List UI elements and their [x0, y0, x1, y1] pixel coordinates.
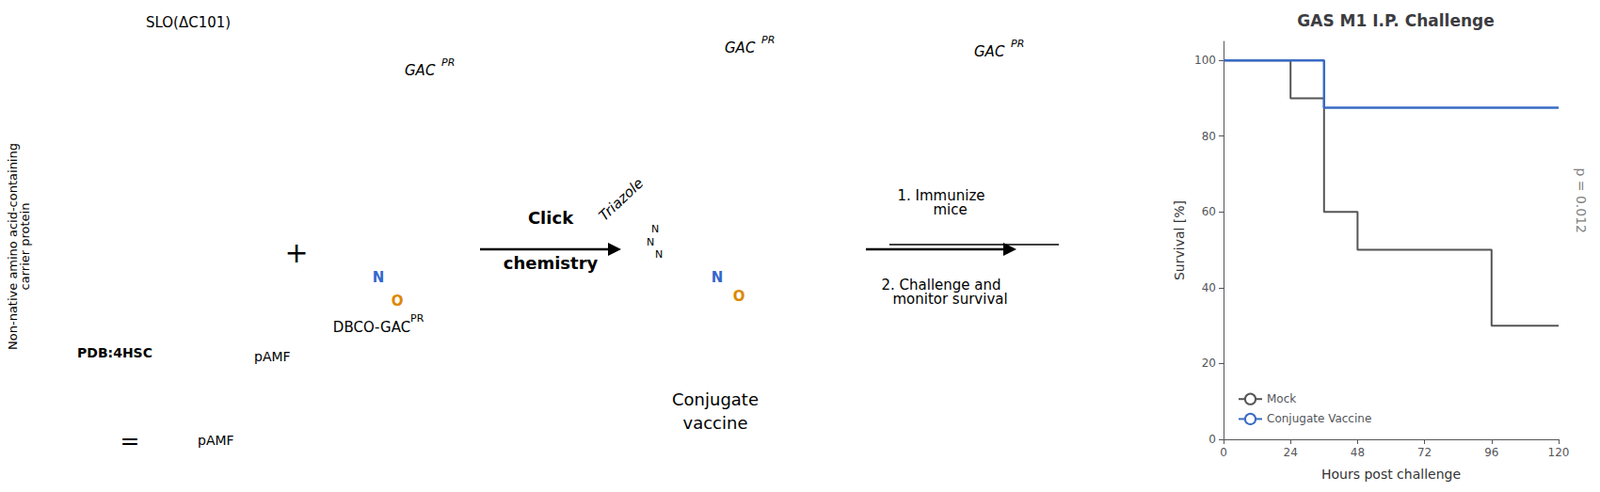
svg-text:pAMF: pAMF	[254, 349, 291, 365]
svg-text:PDB:4HSC: PDB:4HSC	[77, 345, 153, 361]
svg-text:60: 60	[1201, 205, 1216, 219]
svg-text:carrier protein: carrier protein	[17, 203, 32, 291]
svg-text:O: O	[733, 288, 746, 305]
svg-text:O: O	[391, 292, 404, 310]
svg-text:Mock: Mock	[1266, 392, 1296, 406]
svg-text:Conjugate Vaccine: Conjugate Vaccine	[1266, 412, 1372, 426]
svg-text:mice: mice	[914, 201, 967, 219]
svg-text:72: 72	[1417, 446, 1432, 460]
svg-text:96: 96	[1484, 446, 1499, 460]
svg-text:N: N	[711, 269, 724, 287]
svg-text:chemistry: chemistry	[503, 253, 599, 273]
svg-text:120: 120	[1548, 446, 1570, 460]
svg-text:PR: PR	[1010, 37, 1024, 50]
svg-text:DBCO-GAC: DBCO-GAC	[333, 319, 411, 336]
svg-text:PR: PR	[441, 56, 455, 69]
svg-text:2. Challenge and: 2. Challenge and	[881, 276, 1001, 294]
svg-text:GAS M1 I.P. Challenge: GAS M1 I.P. Challenge	[1296, 11, 1494, 31]
svg-text:pAMF: pAMF	[197, 432, 235, 448]
svg-text:N: N	[651, 223, 659, 236]
svg-text:Conjugate: Conjugate	[672, 389, 759, 410]
svg-text:p = 0.012: p = 0.012	[1573, 167, 1589, 234]
svg-text:Hours post challenge: Hours post challenge	[1321, 466, 1461, 482]
svg-text:SLO(ΔC101): SLO(ΔC101)	[145, 14, 231, 32]
svg-text:1. Immunize: 1. Immunize	[897, 186, 985, 204]
svg-text:Triazole: Triazole	[595, 175, 648, 225]
svg-text:=: =	[120, 427, 141, 455]
svg-text:GAC: GAC	[974, 43, 1006, 61]
svg-text:40: 40	[1201, 281, 1216, 295]
svg-text:+: +	[284, 236, 308, 270]
svg-text:80: 80	[1201, 129, 1216, 144]
svg-text:N: N	[655, 248, 663, 261]
svg-text:24: 24	[1283, 446, 1298, 460]
svg-text:N: N	[372, 269, 385, 287]
svg-text:Click: Click	[528, 208, 575, 228]
svg-text:0: 0	[1208, 432, 1216, 447]
svg-text:monitor survival: monitor survival	[874, 290, 1008, 308]
svg-text:GAC: GAC	[724, 39, 756, 57]
svg-text:PR: PR	[410, 312, 425, 325]
svg-text:PR: PR	[761, 33, 775, 47]
svg-text:N: N	[646, 236, 655, 249]
svg-text:100: 100	[1194, 53, 1216, 67]
svg-text:20: 20	[1201, 356, 1216, 370]
svg-text:Survival [%]: Survival [%]	[1171, 200, 1187, 281]
svg-text:0: 0	[1219, 446, 1228, 460]
svg-text:48: 48	[1350, 446, 1365, 460]
svg-text:GAC: GAC	[404, 62, 436, 80]
svg-text:vaccine: vaccine	[683, 413, 749, 433]
svg-text:Non-native amino acid-containi: Non-native amino acid-containing	[5, 143, 20, 351]
